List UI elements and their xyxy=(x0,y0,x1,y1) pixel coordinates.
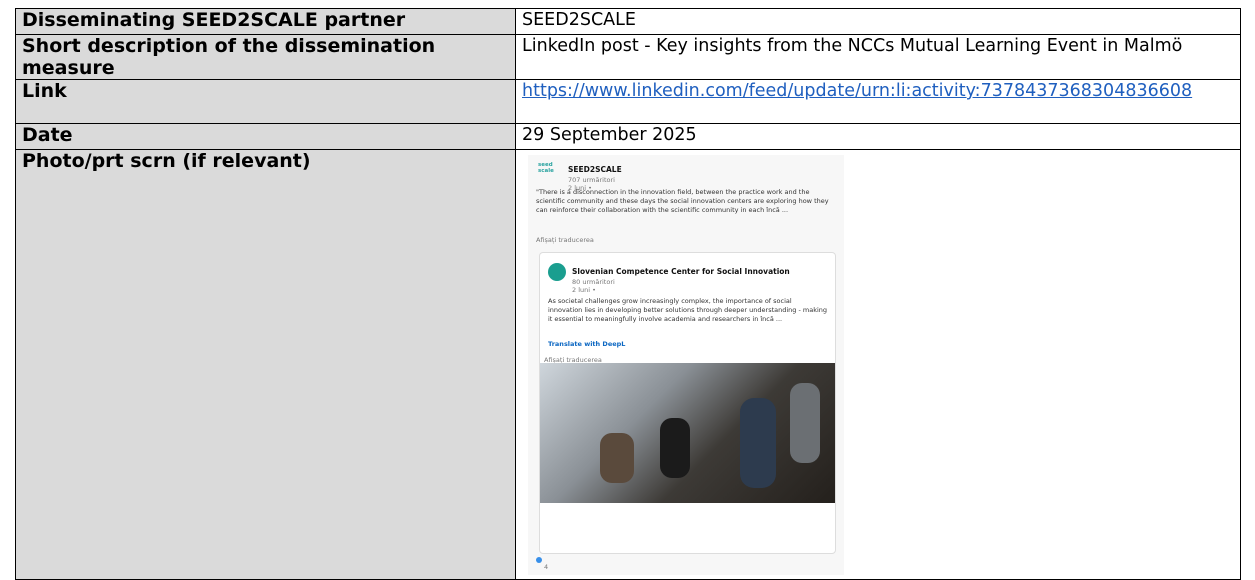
person xyxy=(740,398,776,488)
value: SEED2SCALE xyxy=(515,8,1241,35)
reactions: 4 xyxy=(544,563,549,571)
logo-line: seed xyxy=(538,162,553,168)
link[interactable]: https://www.linkedin.com/feed/update/urn… xyxy=(522,81,1193,101)
label: Photo/prt scrn (if relevant) xyxy=(15,149,516,580)
org-icon xyxy=(548,263,566,281)
value-cell: https://www.linkedin.com/feed/update/urn… xyxy=(515,79,1241,124)
value: LinkedIn post - Key insights from the NC… xyxy=(515,34,1241,80)
shared-author: Slovenian Competence Center for Social I… xyxy=(572,267,790,276)
person xyxy=(790,383,820,463)
shared-text: As societal challenges grow increasingly… xyxy=(548,297,828,323)
page: Disseminating SEED2SCALE partner SEED2SCA… xyxy=(15,8,1241,580)
label: Short description of the dissemination m… xyxy=(15,34,516,80)
author: SEED2SCALE xyxy=(568,165,622,174)
like-icon xyxy=(536,557,542,563)
deepl-link[interactable]: Translate with DeepL xyxy=(548,340,626,348)
linkedin-screenshot: seed scale SEED2SCALE 707 urmăritori 2 lu… xyxy=(528,155,844,575)
label: Link xyxy=(15,79,516,124)
shared-time: 2 luni • xyxy=(572,286,596,294)
logo: seed scale xyxy=(538,162,562,174)
screenshot-cell: seed scale SEED2SCALE 707 urmăritori 2 lu… xyxy=(515,149,1241,580)
post-text: "There is a disconnection in the innovat… xyxy=(536,188,829,214)
person xyxy=(660,418,690,478)
event-photo xyxy=(540,363,835,503)
shared-post: Slovenian Competence Center for Social I… xyxy=(539,252,836,554)
value: 29 September 2025 xyxy=(515,123,1241,150)
shared-translate: Afișați traducerea xyxy=(544,356,602,364)
label: Disseminating SEED2SCALE partner xyxy=(15,8,516,35)
report-table: Disseminating SEED2SCALE partner SEED2SCA… xyxy=(15,8,1241,580)
translate: Afișați traducerea xyxy=(536,236,594,244)
followers: 707 urmăritori xyxy=(568,176,615,184)
shared-followers: 80 urmăritori xyxy=(572,278,615,286)
person xyxy=(600,433,634,483)
logo-line: scale xyxy=(538,168,554,174)
time: 2 luni • xyxy=(568,184,592,192)
label: Date xyxy=(15,123,516,150)
